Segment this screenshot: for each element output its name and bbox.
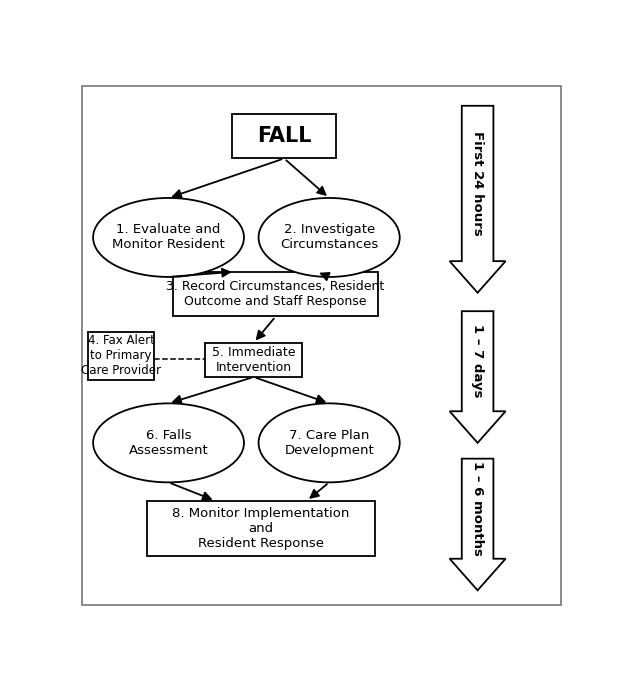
Ellipse shape xyxy=(93,198,244,277)
Text: 1 – 6 months: 1 – 6 months xyxy=(471,461,484,556)
Polygon shape xyxy=(450,106,506,293)
FancyBboxPatch shape xyxy=(173,272,378,317)
Text: 1. Evaluate and
Monitor Resident: 1. Evaluate and Monitor Resident xyxy=(112,224,225,252)
FancyBboxPatch shape xyxy=(232,114,337,159)
FancyBboxPatch shape xyxy=(88,332,154,380)
FancyBboxPatch shape xyxy=(82,86,561,605)
Text: 7. Care Plan
Development: 7. Care Plan Development xyxy=(284,429,374,457)
Text: 1 – 7 days: 1 – 7 days xyxy=(471,324,484,398)
FancyBboxPatch shape xyxy=(147,501,376,556)
Text: First 24 hours: First 24 hours xyxy=(471,131,484,236)
Text: 4. Fax Alert
to Primary
Care Provider: 4. Fax Alert to Primary Care Provider xyxy=(81,334,161,378)
Text: 2. Investigate
Circumstances: 2. Investigate Circumstances xyxy=(280,224,378,252)
FancyBboxPatch shape xyxy=(205,343,303,377)
Ellipse shape xyxy=(259,404,400,482)
Text: 3. Record Circumstances, Resident
Outcome and Staff Response: 3. Record Circumstances, Resident Outcom… xyxy=(166,280,385,308)
Text: FALL: FALL xyxy=(257,126,311,146)
Text: 8. Monitor Implementation
and
Resident Response: 8. Monitor Implementation and Resident R… xyxy=(172,507,350,550)
Polygon shape xyxy=(450,459,506,590)
Ellipse shape xyxy=(93,404,244,482)
Polygon shape xyxy=(450,311,506,443)
Text: 6. Falls
Assessment: 6. Falls Assessment xyxy=(129,429,208,457)
Text: 5. Immediate
Intervention: 5. Immediate Intervention xyxy=(212,346,295,374)
Ellipse shape xyxy=(259,198,400,277)
